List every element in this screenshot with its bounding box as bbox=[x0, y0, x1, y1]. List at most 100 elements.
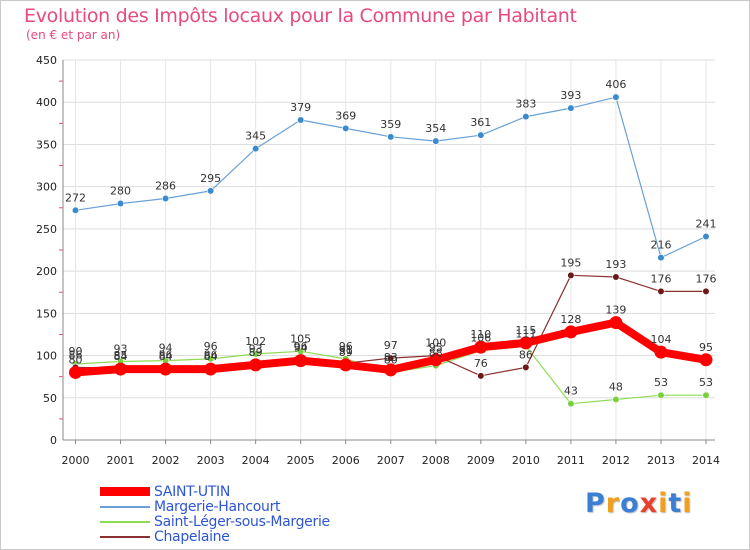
data-point-margerie-hancourt bbox=[207, 187, 215, 195]
data-point-saint-leger-sous-margerie bbox=[252, 350, 260, 358]
logo-letter: o bbox=[620, 488, 640, 519]
chart-subtitle: (en € et par an) bbox=[26, 28, 121, 42]
data-point-margerie-hancourt bbox=[161, 194, 170, 203]
data-point-saint-utin bbox=[564, 325, 578, 339]
data-label-saint-leger-sous-margerie: 53 bbox=[699, 376, 713, 389]
data-point-saint-leger-sous-margerie bbox=[702, 391, 710, 399]
data-point-margerie-hancourt bbox=[387, 133, 395, 141]
data-label-chapelaine: 93 bbox=[249, 342, 263, 355]
data-label-margerie-hancourt: 369 bbox=[335, 109, 356, 122]
data-label-chapelaine: 91 bbox=[339, 344, 353, 357]
data-point-margerie-hancourt bbox=[432, 137, 440, 145]
data-label-margerie-hancourt: 361 bbox=[470, 116, 491, 129]
data-label-saint-leger-sous-margerie: 106 bbox=[470, 331, 491, 344]
data-label-margerie-hancourt: 280 bbox=[110, 185, 131, 198]
legend: SAINT-UTIN Margerie-Hancourt Saint-Léger-s… bbox=[100, 484, 330, 545]
data-label-saint-leger-sous-margerie: 90 bbox=[69, 345, 83, 358]
data-point-margerie-hancourt bbox=[522, 112, 530, 121]
data-label-saint-utin: 139 bbox=[605, 304, 626, 317]
data-point-saint-utin bbox=[159, 362, 173, 376]
x-tick-label: 2003 bbox=[197, 454, 225, 467]
legend-swatch bbox=[100, 520, 150, 523]
data-point-margerie-hancourt bbox=[116, 199, 125, 208]
legend-label: Saint-Léger-sous-Margerie bbox=[154, 513, 330, 530]
data-point-saint-utin bbox=[699, 353, 713, 367]
data-point-margerie-hancourt bbox=[71, 206, 80, 214]
data-label-saint-leger-sous-margerie: 88 bbox=[429, 347, 443, 360]
data-label-saint-leger-sous-margerie: 96 bbox=[204, 340, 218, 353]
data-label-saint-leger-sous-margerie: 48 bbox=[609, 380, 623, 393]
x-tick-label: 2011 bbox=[557, 454, 585, 467]
data-point-saint-utin bbox=[114, 362, 128, 376]
logo-letter: x bbox=[639, 488, 659, 519]
data-label-saint-leger-sous-margerie: 93 bbox=[114, 342, 128, 355]
data-label-margerie-hancourt: 354 bbox=[425, 122, 446, 135]
data-label-chapelaine: 86 bbox=[69, 348, 83, 361]
data-label-margerie-hancourt: 379 bbox=[290, 101, 311, 114]
data-point-saint-utin bbox=[294, 354, 308, 368]
data-point-chapelaine bbox=[657, 287, 665, 295]
data-point-chapelaine bbox=[387, 354, 395, 362]
data-label-margerie-hancourt: 393 bbox=[560, 89, 581, 102]
legend-item: Chapelaine bbox=[100, 528, 330, 545]
data-point-chapelaine bbox=[702, 287, 710, 295]
x-tick-label: 2002 bbox=[152, 454, 180, 467]
y-tick-label: 100 bbox=[36, 350, 57, 363]
y-tick-label: 200 bbox=[36, 265, 57, 278]
y-tick-label: 0 bbox=[50, 434, 57, 447]
data-point-saint-utin bbox=[609, 316, 623, 330]
data-label-saint-leger-sous-margerie: 43 bbox=[564, 385, 578, 398]
x-tick-label: 2013 bbox=[647, 454, 675, 467]
y-tick-label: 450 bbox=[36, 54, 57, 67]
y-tick-label: 300 bbox=[36, 181, 57, 194]
data-point-margerie-hancourt bbox=[477, 131, 485, 139]
data-point-saint-utin bbox=[474, 340, 488, 354]
data-label-saint-utin: 84 bbox=[159, 350, 173, 363]
data-point-margerie-hancourt bbox=[657, 254, 665, 262]
data-label-chapelaine: 193 bbox=[605, 258, 626, 271]
data-point-margerie-hancourt bbox=[252, 145, 260, 153]
x-tick-label: 2007 bbox=[377, 454, 405, 467]
data-label-chapelaine: 100 bbox=[425, 337, 446, 350]
data-label-saint-utin: 128 bbox=[560, 313, 581, 326]
y-tick-label: 150 bbox=[36, 307, 57, 320]
data-label-saint-utin: 89 bbox=[249, 346, 263, 359]
x-tick-label: 2004 bbox=[242, 454, 270, 467]
data-point-margerie-hancourt bbox=[567, 104, 575, 112]
data-point-chapelaine bbox=[612, 273, 620, 281]
data-label-saint-utin: 110 bbox=[470, 328, 491, 341]
data-point-margerie-hancourt bbox=[702, 232, 710, 241]
y-tick-label: 350 bbox=[36, 138, 57, 151]
data-label-chapelaine: 85 bbox=[114, 349, 128, 362]
x-tick-label: 2001 bbox=[107, 454, 135, 467]
y-tick-label: 250 bbox=[36, 223, 57, 236]
legend-swatch bbox=[100, 505, 150, 508]
data-point-chapelaine bbox=[522, 363, 530, 371]
data-label-margerie-hancourt: 295 bbox=[200, 172, 221, 185]
data-label-margerie-hancourt: 272 bbox=[65, 191, 86, 204]
data-point-saint-leger-sous-margerie bbox=[567, 400, 575, 408]
data-point-saint-utin bbox=[519, 336, 533, 350]
data-label-saint-leger-sous-margerie: 96 bbox=[339, 340, 353, 353]
data-label-saint-leger-sous-margerie: 111 bbox=[515, 327, 536, 340]
data-label-chapelaine: 86 bbox=[204, 348, 218, 361]
line-chart: 0 50 100 150 200 250 300 350 400 450 2000 2001 2002 2… bbox=[36, 54, 720, 467]
logo-letter: r bbox=[605, 488, 621, 519]
proxiti-logo: Proxiti bbox=[585, 488, 693, 519]
data-point-margerie-hancourt bbox=[612, 93, 620, 101]
logo-letter: P bbox=[585, 488, 606, 519]
data-point-saint-utin bbox=[429, 353, 443, 367]
x-tick-label: 2009 bbox=[467, 454, 495, 467]
y-tick-label: 400 bbox=[36, 96, 57, 109]
x-tick-label: 2010 bbox=[512, 454, 540, 467]
legend-label: Chapelaine bbox=[154, 528, 230, 545]
data-label-saint-leger-sous-margerie: 94 bbox=[159, 342, 173, 355]
y-tick-label: 50 bbox=[43, 392, 57, 405]
data-label-margerie-hancourt: 286 bbox=[155, 179, 176, 192]
data-label-saint-utin: 94 bbox=[294, 342, 308, 355]
legend-item: SAINT-UTIN bbox=[100, 484, 330, 500]
x-tick-label: 2005 bbox=[287, 454, 315, 467]
data-label-chapelaine: 86 bbox=[519, 348, 533, 361]
logo-letter: i bbox=[658, 488, 669, 519]
